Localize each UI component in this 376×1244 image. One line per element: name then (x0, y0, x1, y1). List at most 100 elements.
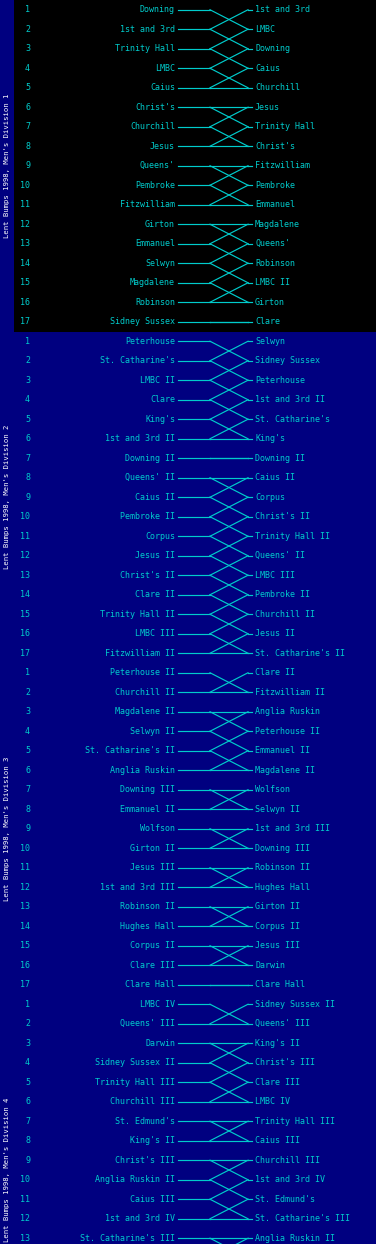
Text: 8: 8 (25, 805, 30, 814)
Text: 10: 10 (20, 180, 30, 190)
Text: 4: 4 (25, 726, 30, 735)
Text: Downing III: Downing III (120, 785, 175, 794)
Text: Girton: Girton (255, 297, 285, 307)
Text: Anglia Ruskin II: Anglia Ruskin II (255, 1234, 335, 1243)
Text: Lent Bumps 1998, Men's Division 4: Lent Bumps 1998, Men's Division 4 (4, 1097, 10, 1243)
Text: 1st and 3rd III: 1st and 3rd III (100, 883, 175, 892)
Text: 1st and 3rd: 1st and 3rd (255, 5, 310, 14)
Text: Hughes Hall: Hughes Hall (255, 883, 310, 892)
Text: Sidney Sussex II: Sidney Sussex II (95, 1059, 175, 1067)
Bar (0, 0, 14, 331)
Text: 1st and 3rd IV: 1st and 3rd IV (105, 1214, 175, 1223)
Text: Magdalene II: Magdalene II (255, 766, 315, 775)
Text: 1st and 3rd III: 1st and 3rd III (255, 825, 330, 833)
Text: Jesus III: Jesus III (255, 942, 300, 950)
Text: 6: 6 (25, 1097, 30, 1106)
Text: Pembroke II: Pembroke II (120, 513, 175, 521)
Text: Girton II: Girton II (130, 843, 175, 852)
Text: Trinity Hall II: Trinity Hall II (100, 610, 175, 618)
Text: 11: 11 (20, 200, 30, 209)
Text: St. Catharine's II: St. Catharine's II (85, 746, 175, 755)
Text: Churchill: Churchill (130, 122, 175, 132)
Text: 15: 15 (20, 610, 30, 618)
Text: Peterhouse: Peterhouse (255, 376, 305, 384)
Text: Selwyn II: Selwyn II (255, 805, 300, 814)
Text: Queens' III: Queens' III (255, 1019, 310, 1029)
Text: Magdalene II: Magdalene II (115, 708, 175, 717)
Text: Anglia Ruskin: Anglia Ruskin (110, 766, 175, 775)
Text: 7: 7 (25, 785, 30, 794)
Text: 12: 12 (20, 551, 30, 560)
Text: Selwyn: Selwyn (255, 337, 285, 346)
Text: Sidney Sussex II: Sidney Sussex II (255, 1000, 335, 1009)
Text: Selwyn: Selwyn (145, 259, 175, 267)
Text: 11: 11 (20, 531, 30, 541)
Text: Caius: Caius (255, 63, 280, 72)
Text: Caius III: Caius III (255, 1136, 300, 1146)
Text: 17: 17 (20, 317, 30, 326)
Text: 1st and 3rd II: 1st and 3rd II (105, 434, 175, 443)
Text: 1st and 3rd IV: 1st and 3rd IV (255, 1176, 325, 1184)
Text: Downing: Downing (255, 45, 290, 53)
Text: 12: 12 (20, 220, 30, 229)
Text: Corpus II: Corpus II (130, 942, 175, 950)
Text: Emmanuel: Emmanuel (135, 239, 175, 249)
Text: 8: 8 (25, 473, 30, 483)
Text: King's II: King's II (130, 1136, 175, 1146)
Text: 16: 16 (20, 297, 30, 307)
Text: Queens' II: Queens' II (255, 551, 305, 560)
Text: Downing: Downing (140, 5, 175, 14)
Text: Christ's: Christ's (135, 103, 175, 112)
Text: LMBC IV: LMBC IV (255, 1097, 290, 1106)
Text: 14: 14 (20, 259, 30, 267)
Text: Jesus: Jesus (150, 142, 175, 151)
Text: Queens' III: Queens' III (120, 1019, 175, 1029)
Text: Corpus II: Corpus II (255, 922, 300, 931)
Text: 3: 3 (25, 1039, 30, 1047)
Bar (0, 994, 14, 1244)
Text: Clare III: Clare III (255, 1077, 300, 1087)
Text: Magdalene: Magdalene (255, 220, 300, 229)
Text: 13: 13 (20, 902, 30, 912)
Text: 6: 6 (25, 766, 30, 775)
Text: LMBC III: LMBC III (135, 629, 175, 638)
Text: 1: 1 (25, 337, 30, 346)
Text: Fitzwilliam: Fitzwilliam (255, 162, 310, 170)
Text: 1st and 3rd: 1st and 3rd (120, 25, 175, 34)
Text: LMBC IV: LMBC IV (140, 1000, 175, 1009)
Text: 13: 13 (20, 571, 30, 580)
Text: 1st and 3rd II: 1st and 3rd II (255, 396, 325, 404)
Text: King's: King's (255, 434, 285, 443)
Text: Darwin: Darwin (255, 960, 285, 970)
Text: Girton: Girton (145, 220, 175, 229)
Bar (14, 663, 376, 994)
Text: Wolfson: Wolfson (140, 825, 175, 833)
Text: Pembroke: Pembroke (135, 180, 175, 190)
Text: St. Catharine's: St. Catharine's (255, 414, 330, 424)
Text: Girton II: Girton II (255, 902, 300, 912)
Text: Corpus: Corpus (255, 493, 285, 501)
Text: 2: 2 (25, 356, 30, 366)
Text: 15: 15 (20, 279, 30, 287)
Text: Corpus: Corpus (145, 531, 175, 541)
Text: Caius II: Caius II (135, 493, 175, 501)
Text: Pembroke: Pembroke (255, 180, 295, 190)
Text: Anglia Ruskin II: Anglia Ruskin II (95, 1176, 175, 1184)
Text: 2: 2 (25, 1019, 30, 1029)
Text: 8: 8 (25, 142, 30, 151)
Text: 16: 16 (20, 629, 30, 638)
Text: Robinson: Robinson (255, 259, 295, 267)
Text: Downing II: Downing II (125, 454, 175, 463)
Text: 7: 7 (25, 1117, 30, 1126)
Text: 11: 11 (20, 1194, 30, 1204)
Text: LMBC II: LMBC II (255, 279, 290, 287)
Text: 5: 5 (25, 1077, 30, 1087)
Text: Fitzwilliam II: Fitzwilliam II (255, 688, 325, 697)
Text: 9: 9 (25, 825, 30, 833)
Text: Lent Bumps 1998, Men's Division 3: Lent Bumps 1998, Men's Division 3 (4, 756, 10, 901)
Text: LMBC: LMBC (255, 25, 275, 34)
Text: Pembroke II: Pembroke II (255, 590, 310, 600)
Text: 4: 4 (25, 1059, 30, 1067)
Text: Clare: Clare (150, 396, 175, 404)
Text: 4: 4 (25, 63, 30, 72)
